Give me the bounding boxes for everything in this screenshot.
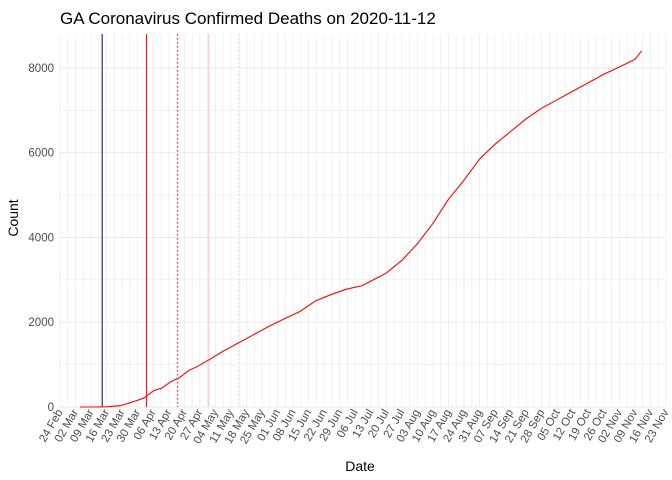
y-tick-label: 4000 bbox=[28, 232, 54, 244]
y-tick-label: 2000 bbox=[28, 317, 54, 329]
y-tick-label: 6000 bbox=[28, 148, 54, 160]
x-axis-title: Date bbox=[345, 458, 375, 474]
y-tick-label: 8000 bbox=[28, 63, 54, 75]
grid bbox=[59, 34, 667, 408]
series-layer bbox=[79, 50, 643, 408]
reference-lines bbox=[101, 34, 241, 407]
y-axis-ticks: 0 2000 4000 6000 8000 bbox=[28, 63, 54, 414]
series-line-1 bbox=[79, 50, 643, 408]
chart-title: GA Coronavirus Confirmed Deaths on 2020-… bbox=[60, 9, 436, 28]
y-axis-title: Count bbox=[5, 199, 21, 236]
y-tick-label: 0 bbox=[48, 402, 54, 414]
